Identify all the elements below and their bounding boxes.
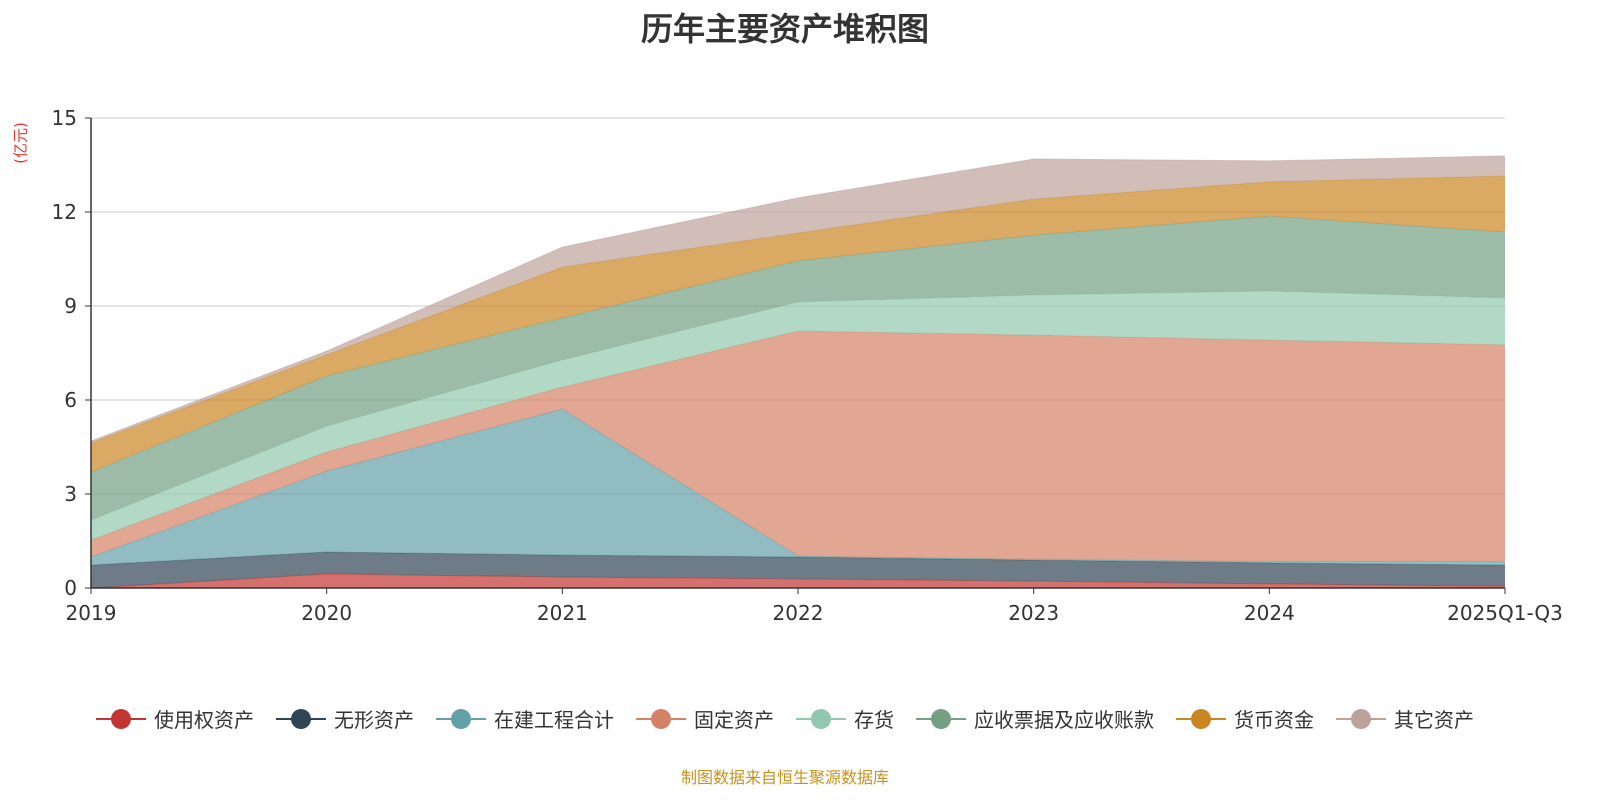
legend-marker-icon (636, 708, 686, 729)
y-tick-label: 3 (64, 482, 77, 506)
legend-label: 使用权资产 (154, 708, 254, 732)
y-tick-label: 12 (52, 200, 77, 224)
legend-label: 存货 (854, 708, 894, 732)
stacked-area-chart: 0 3 6 9 12 15 2019 2020 2021 2022 2023 2024 2025Q1-Q… (52, 106, 1563, 625)
legend-item[interactable]: 应收票据及应收账款 (916, 704, 1154, 733)
chart-title: 历年主要资产堆积图 (640, 10, 929, 48)
x-tick-label: 2025Q1-Q3 (1447, 601, 1563, 625)
area-series-0 (91, 573, 1505, 588)
legend-label: 应收票据及应收账款 (974, 708, 1154, 732)
legend-label: 在建工程合计 (494, 708, 614, 732)
legend: 使用权资产 无形资产 在建工程合计 固定资产 存货 应收票据及应收账款 货币资金 其它资产 (0, 704, 1570, 733)
legend-marker-icon (1336, 708, 1386, 729)
legend-label: 货币资金 (1234, 708, 1314, 732)
legend-marker-icon (96, 708, 146, 729)
y-tick-label: 9 (64, 294, 77, 318)
y-tick-label: 6 (64, 388, 77, 412)
area-series-5 (91, 216, 1505, 521)
legend-item[interactable]: 存货 (796, 704, 894, 733)
legend-marker-icon (436, 708, 486, 729)
x-tick-label: 2021 (537, 601, 588, 625)
area-line-7 (90, 155, 1506, 442)
legend-label: 固定资产 (694, 708, 774, 732)
x-tick-label: 2023 (1008, 601, 1059, 625)
x-tick-label: 2022 (773, 601, 824, 625)
y-tick-label: 0 (64, 576, 77, 600)
legend-item[interactable]: 固定资产 (636, 704, 774, 733)
legend-marker-icon (276, 708, 326, 729)
area-series-3 (91, 331, 1505, 562)
legend-marker-icon (796, 708, 846, 729)
x-tick-label: 2020 (301, 601, 352, 625)
legend-item[interactable]: 其它资产 (1336, 704, 1474, 733)
legend-item[interactable]: 在建工程合计 (436, 704, 614, 733)
legend-item[interactable]: 无形资产 (276, 704, 414, 733)
legend-marker-icon (916, 708, 966, 729)
legend-item[interactable]: 货币资金 (1176, 704, 1314, 733)
area-series-7 (91, 155, 1505, 443)
area-series-1 (91, 551, 1505, 588)
area-series-2 (91, 409, 1505, 566)
legend-item[interactable]: 使用权资产 (96, 704, 254, 733)
legend-label: 其它资产 (1394, 708, 1474, 732)
x-tick-label: 2019 (66, 601, 117, 625)
legend-marker-icon (1176, 708, 1226, 729)
legend-label: 无形资产 (334, 708, 414, 732)
y-tick-label: 15 (52, 106, 77, 130)
x-tick-label: 2024 (1244, 601, 1295, 625)
source-note: 制图数据来自恒生聚源数据库 (680, 768, 889, 787)
area-series-6 (91, 175, 1505, 473)
area-series-4 (91, 290, 1505, 541)
